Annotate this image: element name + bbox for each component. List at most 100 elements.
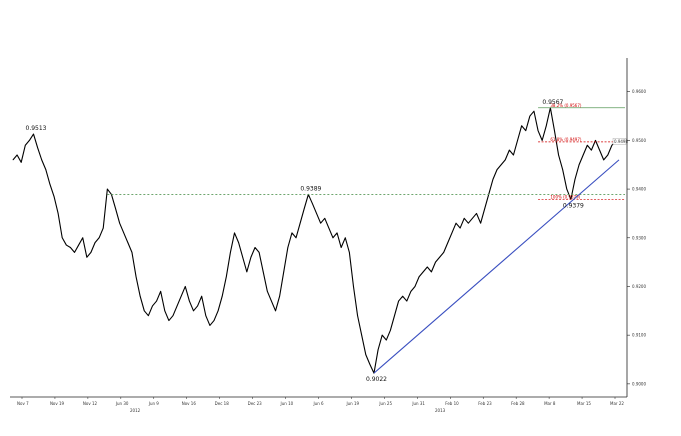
axes: 0.9600 0.9500 0.9400 0.9300 0.9200 0.9100 0.90… — [10, 58, 646, 413]
price-point — [558, 154, 559, 156]
y-tick-label: 0.9200 — [632, 284, 646, 289]
price-point — [517, 140, 518, 141]
price-point — [246, 271, 248, 273]
price-point — [291, 232, 293, 234]
price-point — [426, 266, 428, 268]
price-point — [299, 222, 301, 224]
price-point — [344, 237, 346, 239]
price-point — [119, 222, 121, 224]
price-point — [537, 130, 539, 132]
x-tick-label: Jun 25 — [378, 401, 392, 406]
current-price-label: 0.9498 — [614, 139, 628, 144]
price-point — [45, 169, 47, 170]
x-tick-label: Mar 8 — [544, 401, 556, 406]
x-tick-label: Nov 19 — [50, 401, 65, 406]
price-point — [431, 271, 432, 273]
price-point — [258, 252, 260, 253]
price-point — [168, 320, 170, 321]
y-tick-label: 0.9100 — [632, 333, 646, 338]
x-tick-label: Nov 16 — [182, 401, 197, 406]
x-tick-label: Jun 9 — [148, 401, 160, 406]
price-point — [406, 300, 408, 302]
price-point — [16, 154, 18, 156]
price-point — [193, 310, 194, 312]
price-point — [316, 213, 317, 214]
price-point — [591, 149, 592, 151]
price-point — [451, 232, 453, 234]
price-point — [275, 310, 276, 312]
y-tick-label: 0.9000 — [632, 381, 646, 386]
price-point — [209, 325, 211, 326]
price-point — [74, 252, 75, 253]
price-point — [603, 159, 605, 161]
price-point — [459, 227, 461, 229]
price-point — [422, 271, 424, 273]
price-point — [53, 196, 55, 197]
price-point — [262, 271, 264, 273]
price-point — [463, 217, 465, 219]
price-annotation: 0.9022 — [366, 376, 387, 383]
price-point — [242, 256, 244, 258]
price-line — [12, 107, 617, 374]
price-point — [205, 315, 207, 317]
price-point — [172, 315, 174, 317]
fib-level-label: 61.8% (0.9497) — [550, 137, 582, 142]
price-point — [500, 164, 502, 166]
y-tick-label: 0.9600 — [632, 89, 646, 94]
price-annotation: 0.9379 — [563, 202, 584, 209]
price-point — [439, 256, 440, 258]
price-point — [312, 203, 313, 205]
price-point — [435, 261, 436, 263]
y-tick-label: 0.9300 — [632, 235, 646, 240]
price-point — [418, 276, 420, 278]
price-point — [65, 244, 67, 246]
price-point — [398, 300, 399, 302]
price-point — [513, 154, 514, 156]
price-point — [443, 252, 445, 253]
current-price-box — [612, 138, 627, 145]
price-point — [402, 295, 404, 297]
price-point — [12, 159, 14, 161]
price-point — [607, 154, 609, 156]
price-point — [139, 295, 141, 297]
price-point — [102, 227, 104, 229]
price-point — [385, 339, 387, 341]
price-point — [57, 213, 59, 214]
price-point — [176, 305, 178, 307]
trendline — [373, 159, 620, 374]
price-point — [82, 237, 84, 239]
x-tick-label: Mar 15 — [577, 401, 591, 406]
price-point — [533, 110, 535, 112]
price-point — [33, 133, 34, 135]
price-point — [480, 222, 481, 224]
price-point — [369, 364, 371, 365]
price-point — [70, 247, 71, 248]
price-point — [217, 310, 219, 312]
price-point — [115, 208, 116, 209]
price-point — [94, 242, 96, 243]
x-tick-label: Dec 18 — [215, 401, 230, 406]
price-point — [455, 222, 457, 224]
price-point — [328, 227, 330, 229]
price-point — [394, 315, 395, 317]
price-point — [574, 178, 576, 180]
x-tick-label: Dec 23 — [248, 401, 263, 406]
price-point — [541, 140, 543, 141]
x-year-label: 2012 — [130, 408, 141, 413]
price-point — [180, 295, 182, 297]
price-point — [566, 188, 568, 190]
price-point — [189, 300, 190, 302]
price-point — [184, 286, 186, 287]
price-point — [529, 115, 531, 117]
price-point — [250, 256, 252, 258]
price-point — [266, 290, 268, 292]
price-point — [41, 159, 43, 161]
x-tick-label: Feb 28 — [511, 401, 525, 406]
price-point — [86, 256, 88, 258]
price-point — [238, 242, 239, 243]
price-point — [484, 208, 486, 209]
price-point — [61, 237, 63, 239]
price-point — [295, 237, 297, 239]
